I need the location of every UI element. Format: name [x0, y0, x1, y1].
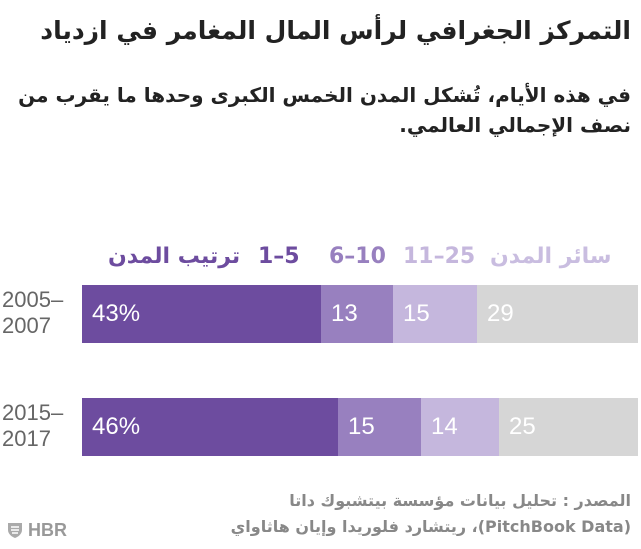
segment-others — [477, 285, 638, 343]
segment-11-25 — [393, 285, 477, 343]
segment-6-10-value-label: 13 — [331, 300, 358, 327]
segment-11-25-value-label: 14 — [431, 413, 458, 440]
chart-subtitle: في هذه الأيام، تُشكل المدن الخمس الكبرى … — [18, 83, 631, 137]
legend-item-top5: ترتيب المدن — [108, 240, 240, 274]
segment-top5 — [82, 398, 338, 456]
row-label-line: 2007 — [2, 313, 51, 338]
segment-others — [499, 398, 638, 456]
segment-top5-value-label: 43% — [92, 300, 141, 327]
source-note: المصدر : تحليل بيانات مؤسسة بيتشبوك داتا… — [71, 488, 631, 540]
legend-item-11-25: 11–25 — [403, 244, 476, 269]
segment-top5-value-label: 46% — [92, 413, 141, 440]
row-label-2015-2017: 2015– 2017 — [2, 400, 63, 452]
bar-row-2005-2007: 43% 13 15 29 — [82, 285, 638, 343]
segment-11-25 — [421, 398, 499, 456]
legend-item-6-10: 6–10 — [329, 244, 386, 269]
segment-6-10 — [338, 398, 421, 456]
row-label-line: 2005– — [2, 287, 64, 312]
legend-item-others: سائر المدن — [490, 244, 612, 269]
bar-row-2015-2017: 46% 15 14 25 — [82, 398, 638, 456]
legend-prefix: ترتيب المدن — [108, 244, 241, 269]
row-label-line: 2017 — [2, 426, 51, 451]
segment-6-10-value-label: 15 — [348, 413, 375, 440]
hbr-logo: HBR — [6, 519, 67, 541]
legend-item-top5-range: 1–5 — [258, 244, 300, 269]
row-label-2005-2007: 2005– 2007 — [2, 287, 63, 339]
source-line-1: المصدر : تحليل بيانات مؤسسة بيتشبوك داتا — [289, 491, 631, 510]
segment-others-value-label: 29 — [487, 300, 514, 327]
segment-6-10 — [321, 285, 393, 343]
segment-others-value-label: 25 — [509, 413, 536, 440]
hbr-shield-icon — [8, 523, 22, 538]
source-line-2: (PitchBook Data)، ريتشارد فلوريدا وإيان … — [230, 517, 631, 536]
segment-11-25-value-label: 15 — [403, 300, 430, 327]
segment-top5 — [82, 285, 321, 343]
row-label-line: 2015– — [2, 400, 64, 425]
hbr-logo-text: HBR — [28, 520, 67, 540]
chart-title: التمركز الجغرافي لرأس المال المغامر في ا… — [40, 16, 631, 45]
